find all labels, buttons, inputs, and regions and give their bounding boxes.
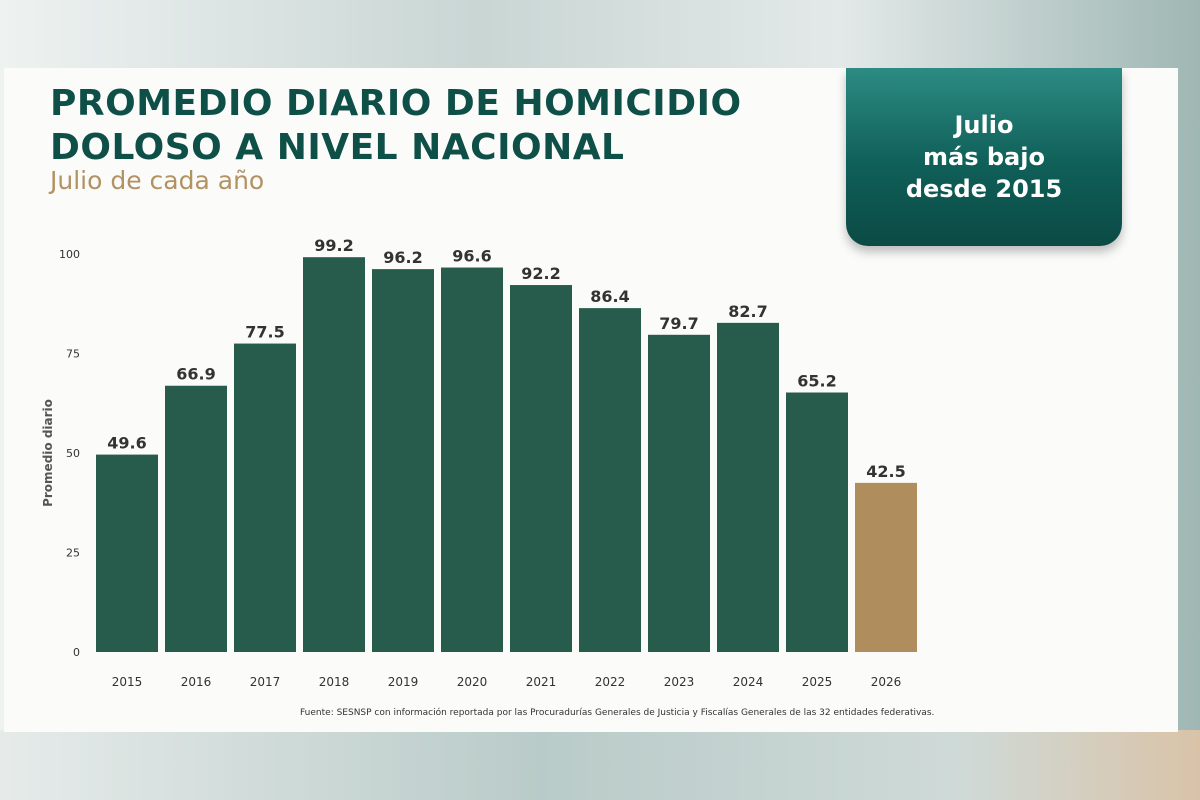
x-tick-label: 2015 — [112, 675, 143, 689]
bar — [855, 482, 917, 652]
bar — [648, 334, 710, 652]
x-tick-label: 2017 — [250, 675, 281, 689]
badge-text: Julio más bajo desde 2015 — [905, 111, 1063, 203]
x-tick-label: 2024 — [733, 675, 764, 689]
data-label: 92.2 — [521, 264, 560, 283]
x-tick-label: 2025 — [802, 675, 833, 689]
data-label: 66.9 — [176, 365, 215, 384]
data-label: 82.7 — [728, 302, 767, 321]
y-tick-label: 75 — [66, 348, 80, 361]
bar — [717, 322, 779, 652]
chart-subtitle: Julio de cada año — [50, 166, 265, 195]
y-tick-label: 100 — [59, 248, 80, 261]
y-tick-label: 25 — [66, 547, 80, 560]
bar — [786, 392, 848, 652]
x-tick-label: 2019 — [388, 675, 419, 689]
data-label: 86.4 — [590, 287, 629, 306]
bar — [165, 385, 227, 652]
x-tick-label: 2020 — [457, 675, 488, 689]
background-blur-bottom — [0, 730, 1200, 800]
x-tick-label: 2023 — [664, 675, 695, 689]
highlight-badge: Julio más bajo desde 2015 — [846, 68, 1122, 246]
bar — [96, 454, 158, 652]
bar — [303, 257, 365, 652]
x-tick-label: 2016 — [181, 675, 212, 689]
data-label: 96.6 — [452, 247, 491, 266]
data-label: 65.2 — [797, 372, 836, 391]
x-tick-label: 2026 — [871, 675, 902, 689]
bar — [234, 343, 296, 652]
y-tick-label: 0 — [73, 646, 80, 659]
bar — [372, 269, 434, 652]
infographic-card: PROMEDIO DIARIO DE HOMICIDIO DOLOSO A NI… — [4, 68, 1178, 732]
source-note: Fuente: SESNSP con información reportada… — [300, 708, 935, 718]
y-tick-label: 50 — [66, 447, 80, 460]
data-label: 96.2 — [383, 248, 422, 267]
bar — [579, 308, 641, 652]
data-label: 49.6 — [107, 434, 146, 453]
bar — [510, 285, 572, 652]
bar — [441, 267, 503, 652]
data-label: 42.5 — [866, 462, 905, 481]
y-axis-label: Promedio diario — [41, 399, 55, 507]
data-label: 99.2 — [314, 236, 353, 255]
data-label: 77.5 — [245, 323, 284, 342]
chart-title: PROMEDIO DIARIO DE HOMICIDIO DOLOSO A NI… — [50, 83, 742, 168]
x-tick-label: 2021 — [526, 675, 557, 689]
bar-chart: 0 25 50 75 100 Promedio diario 49.6 2015 66.9 201… — [41, 236, 917, 689]
x-tick-label: 2022 — [595, 675, 626, 689]
data-label: 79.7 — [659, 314, 698, 333]
x-tick-label: 2018 — [319, 675, 350, 689]
